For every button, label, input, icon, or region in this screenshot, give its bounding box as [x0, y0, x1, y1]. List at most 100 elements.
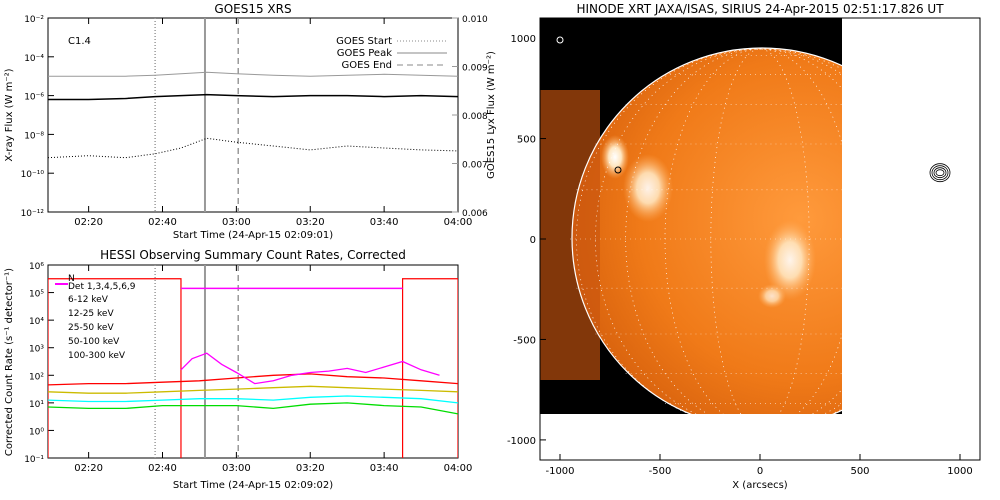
hessi-y-tick-label: 10⁵ [29, 290, 44, 300]
hessi-series-line [48, 402, 458, 415]
map-x-ticks: -1000 -500 0 500 1000 [545, 454, 973, 477]
goes-y-tick-label-right: 0.007 [462, 161, 488, 171]
goes-y-ticks: 10⁻¹² 10⁻¹⁰ 10⁻⁸ 10⁻⁶ 10⁻⁴ 10⁻² [21, 15, 54, 219]
hessi-series-line [48, 385, 458, 394]
map-y-tick-label: -1000 [507, 436, 536, 447]
hessi-legend-50-100: 50-100 keV [68, 337, 120, 347]
goes-series-line [48, 93, 458, 101]
goes-series-line [48, 71, 458, 77]
goes-y-tick-label: 10⁻¹⁰ [21, 170, 45, 180]
hessi-x-tick-label: 03:00 [222, 463, 251, 474]
goes-x-tick-label: 02:20 [74, 217, 103, 228]
rhessi-contour [935, 169, 945, 177]
hessi-night-bracket [401, 278, 458, 458]
goes-x-label: Start Time (24-Apr-15 02:09:01) [173, 230, 333, 241]
map-y-tick-label: 0 [530, 235, 536, 246]
map-legend: AIA flare location RHESSI contours [556, 36, 643, 59]
goes-series-line [48, 137, 458, 159]
solar-limb [571, 47, 953, 429]
goes-y-tick-label-right: 0.006 [462, 209, 488, 219]
goes-x-tick-label: 03:40 [370, 217, 399, 228]
hessi-night-bracket [48, 278, 182, 458]
goes-y-tick-label: 10⁻⁶ [24, 93, 44, 103]
hessi-y-tick-label: 10² [29, 372, 44, 382]
off-disk-emission [540, 90, 600, 380]
goes-plot-frame [47, 17, 459, 213]
hessi-x-ticks: 02:20 02:40 03:00 03:20 03:40 04:00 [74, 265, 472, 474]
map-x-tick-label: 1000 [947, 466, 972, 477]
map-panel: HINODE XRT JAXA/ISAS, SIRIUS 24-Apr-2015… [507, 2, 981, 491]
longitude-line [710, 48, 810, 430]
hessi-x-tick-label: 04:00 [444, 463, 473, 474]
aia-legend-label: AIA flare location [566, 37, 643, 47]
map-x-tick-label: -500 [649, 466, 672, 477]
hessi-series-line [48, 373, 458, 386]
heliographic-grid [570, 48, 950, 430]
goes-panel: GOES15 XRS 02:20 02:40 03:00 03:20 03:40 04:0… [4, 2, 497, 241]
goes-x-tick-label: 04:00 [444, 217, 473, 228]
goes-legend-end: GOES End [342, 60, 392, 71]
map-y-ticks: -1000 -500 0 500 1000 [507, 34, 546, 447]
hessi-x-tick-label: 02:40 [148, 463, 177, 474]
image-edge-mask [842, 18, 980, 460]
goes-y-tick-label: 10⁻⁸ [24, 131, 44, 141]
hessi-y-tick-label: 10³ [29, 345, 44, 355]
goes-y-tick-label: 10⁻¹² [21, 209, 45, 219]
hessi-panel: HESSI Observing Summary Count Rates, Cor… [4, 248, 472, 491]
bright-region-east [601, 135, 629, 179]
map-x-tick-label: 0 [757, 466, 763, 477]
rhessi-contour [931, 165, 949, 181]
hessi-time-markers [154, 265, 239, 458]
hessi-y-tick-label: 10⁶ [29, 262, 44, 272]
goes-x-tick-label: 02:40 [148, 217, 177, 228]
goes-y-label-right: GOES15 Lyx Flux (W m⁻²) [486, 51, 497, 179]
hessi-series-line [48, 395, 458, 404]
map-x-tick-label: -1000 [545, 466, 574, 477]
bright-region-small [758, 284, 786, 308]
rhessi-contour [929, 163, 951, 183]
hessi-legend-100-300: 100-300 keV [68, 351, 126, 361]
goes-series [48, 71, 458, 159]
hessi-series-line [180, 352, 440, 385]
hessi-y-ticks: 10⁻¹ 10⁰ 10¹ 10² 10³ 10⁴ 10⁵ 10⁶ [24, 262, 54, 465]
hessi-title: HESSI Observing Summary Count Rates, Cor… [100, 248, 406, 262]
hessi-x-tick-label: 02:20 [74, 463, 103, 474]
bright-region-southwest [764, 220, 816, 300]
hessi-y-tick-label: 10⁴ [29, 317, 44, 327]
longitude-line [664, 48, 856, 430]
hessi-night-intervals [48, 278, 458, 458]
aia-legend-symbol [556, 36, 564, 44]
map-x-label: X (arcsecs) [732, 480, 788, 491]
hessi-x-tick-label: 03:40 [370, 463, 399, 474]
goes-y-tick-label-right: 0.010 [462, 15, 488, 25]
hessi-night-label: N [68, 274, 75, 284]
hessi-legend-25-50: 25-50 keV [68, 323, 114, 333]
goes-legend: GOES Start GOES Peak GOES End [336, 36, 447, 71]
goes-x-tick-label: 03:00 [222, 217, 251, 228]
hessi-plot-frame [47, 264, 459, 459]
goes-title: GOES15 XRS [214, 2, 291, 16]
hessi-legend-12-25: 12-25 keV [68, 309, 114, 319]
solar-image [540, 18, 980, 460]
rhessi-contour [933, 167, 947, 179]
hessi-det-label: Det 1,3,4,5,6,9 [68, 282, 136, 292]
goes-y-tick-label-right: 0.009 [462, 64, 488, 74]
map-y-tick-label: -500 [513, 335, 536, 346]
hessi-legend-6-12: 6-12 keV [68, 295, 109, 305]
hessi-x-tick-label: 03:20 [296, 463, 325, 474]
hessi-y-tick-label: 10⁻¹ [24, 455, 44, 465]
goes-time-markers [154, 18, 239, 212]
goes-legend-peak: GOES Peak [337, 48, 392, 59]
goes-class-label: C1.4 [68, 36, 91, 47]
hessi-y-tick-label: 10⁰ [29, 427, 44, 437]
hessi-y-tick-label: 10¹ [29, 400, 44, 410]
goes-y-tick-label: 10⁻² [24, 15, 44, 25]
hessi-x-label: Start Time (24-Apr-15 02:09:02) [173, 480, 333, 491]
goes-y-tick-label: 10⁻⁴ [24, 54, 44, 64]
goes-legend-start: GOES Start [336, 36, 392, 47]
goes-x-ticks: 02:20 02:40 03:00 03:20 03:40 04:00 [74, 18, 472, 228]
bright-region-center [623, 154, 673, 222]
rhessi-legend-label: RHESSI contours [566, 49, 641, 59]
hessi-legend: N Det 1,3,4,5,6,9 6-12 keV 12-25 keV 25-… [55, 274, 136, 361]
